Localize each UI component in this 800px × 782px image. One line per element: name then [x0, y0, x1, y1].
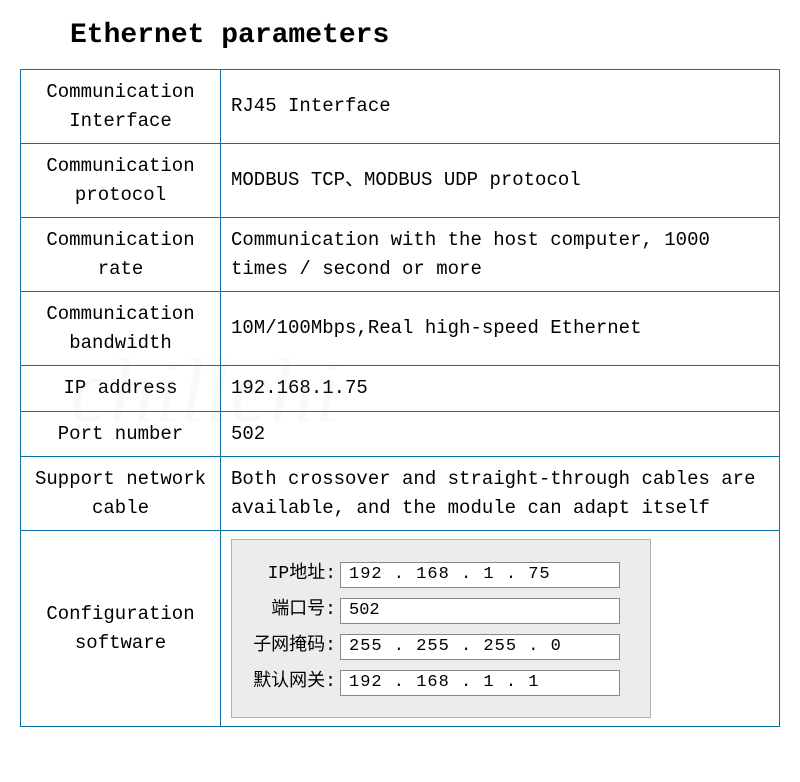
config-software-cell: IP地址: 192 . 168 . 1 . 75 端口号: 502 子网掩码: … [221, 531, 780, 727]
port-label: 端口号: [250, 597, 340, 624]
config-row-subnet: 子网掩码: 255 . 255 . 255 . 0 [250, 633, 632, 660]
param-value: 192.168.1.75 [221, 366, 780, 412]
param-label: Communication bandwidth [21, 292, 221, 366]
table-row: Communication bandwidth 10M/100Mbps,Real… [21, 292, 780, 366]
param-value: RJ45 Interface [221, 70, 780, 144]
param-label: Communication protocol [21, 144, 221, 218]
param-label: Port number [21, 411, 221, 457]
subnet-label: 子网掩码: [250, 633, 340, 660]
config-row-ip: IP地址: 192 . 168 . 1 . 75 [250, 561, 632, 588]
table-row-config: Configuration software IP地址: 192 . 168 .… [21, 531, 780, 727]
param-label: Communication Interface [21, 70, 221, 144]
page-title: Ethernet parameters [70, 20, 780, 51]
param-label: IP address [21, 366, 221, 412]
param-label: Configuration software [21, 531, 221, 727]
config-row-gateway: 默认网关: 192 . 168 . 1 . 1 [250, 669, 632, 696]
gateway-input[interactable]: 192 . 168 . 1 . 1 [340, 670, 620, 696]
config-panel: IP地址: 192 . 168 . 1 . 75 端口号: 502 子网掩码: … [231, 539, 651, 718]
param-label: Support network cable [21, 457, 221, 531]
gateway-label: 默认网关: [250, 669, 340, 696]
ip-label: IP地址: [250, 561, 340, 588]
port-input[interactable]: 502 [340, 598, 620, 624]
table-row: IP address 192.168.1.75 [21, 366, 780, 412]
parameters-table: Communication Interface RJ45 Interface C… [20, 69, 780, 727]
table-row: Communication protocol MODBUS TCP、MODBUS… [21, 144, 780, 218]
table-row: Communication rate Communication with th… [21, 218, 780, 292]
ip-input[interactable]: 192 . 168 . 1 . 75 [340, 562, 620, 588]
param-value: Communication with the host computer, 10… [221, 218, 780, 292]
table-row: Communication Interface RJ45 Interface [21, 70, 780, 144]
subnet-input[interactable]: 255 . 255 . 255 . 0 [340, 634, 620, 660]
param-value: MODBUS TCP、MODBUS UDP protocol [221, 144, 780, 218]
param-value: 502 [221, 411, 780, 457]
table-row: Port number 502 [21, 411, 780, 457]
table-row: Support network cable Both crossover and… [21, 457, 780, 531]
param-value: 10M/100Mbps,Real high-speed Ethernet [221, 292, 780, 366]
config-row-port: 端口号: 502 [250, 597, 632, 624]
param-value: Both crossover and straight-through cabl… [221, 457, 780, 531]
param-label: Communication rate [21, 218, 221, 292]
